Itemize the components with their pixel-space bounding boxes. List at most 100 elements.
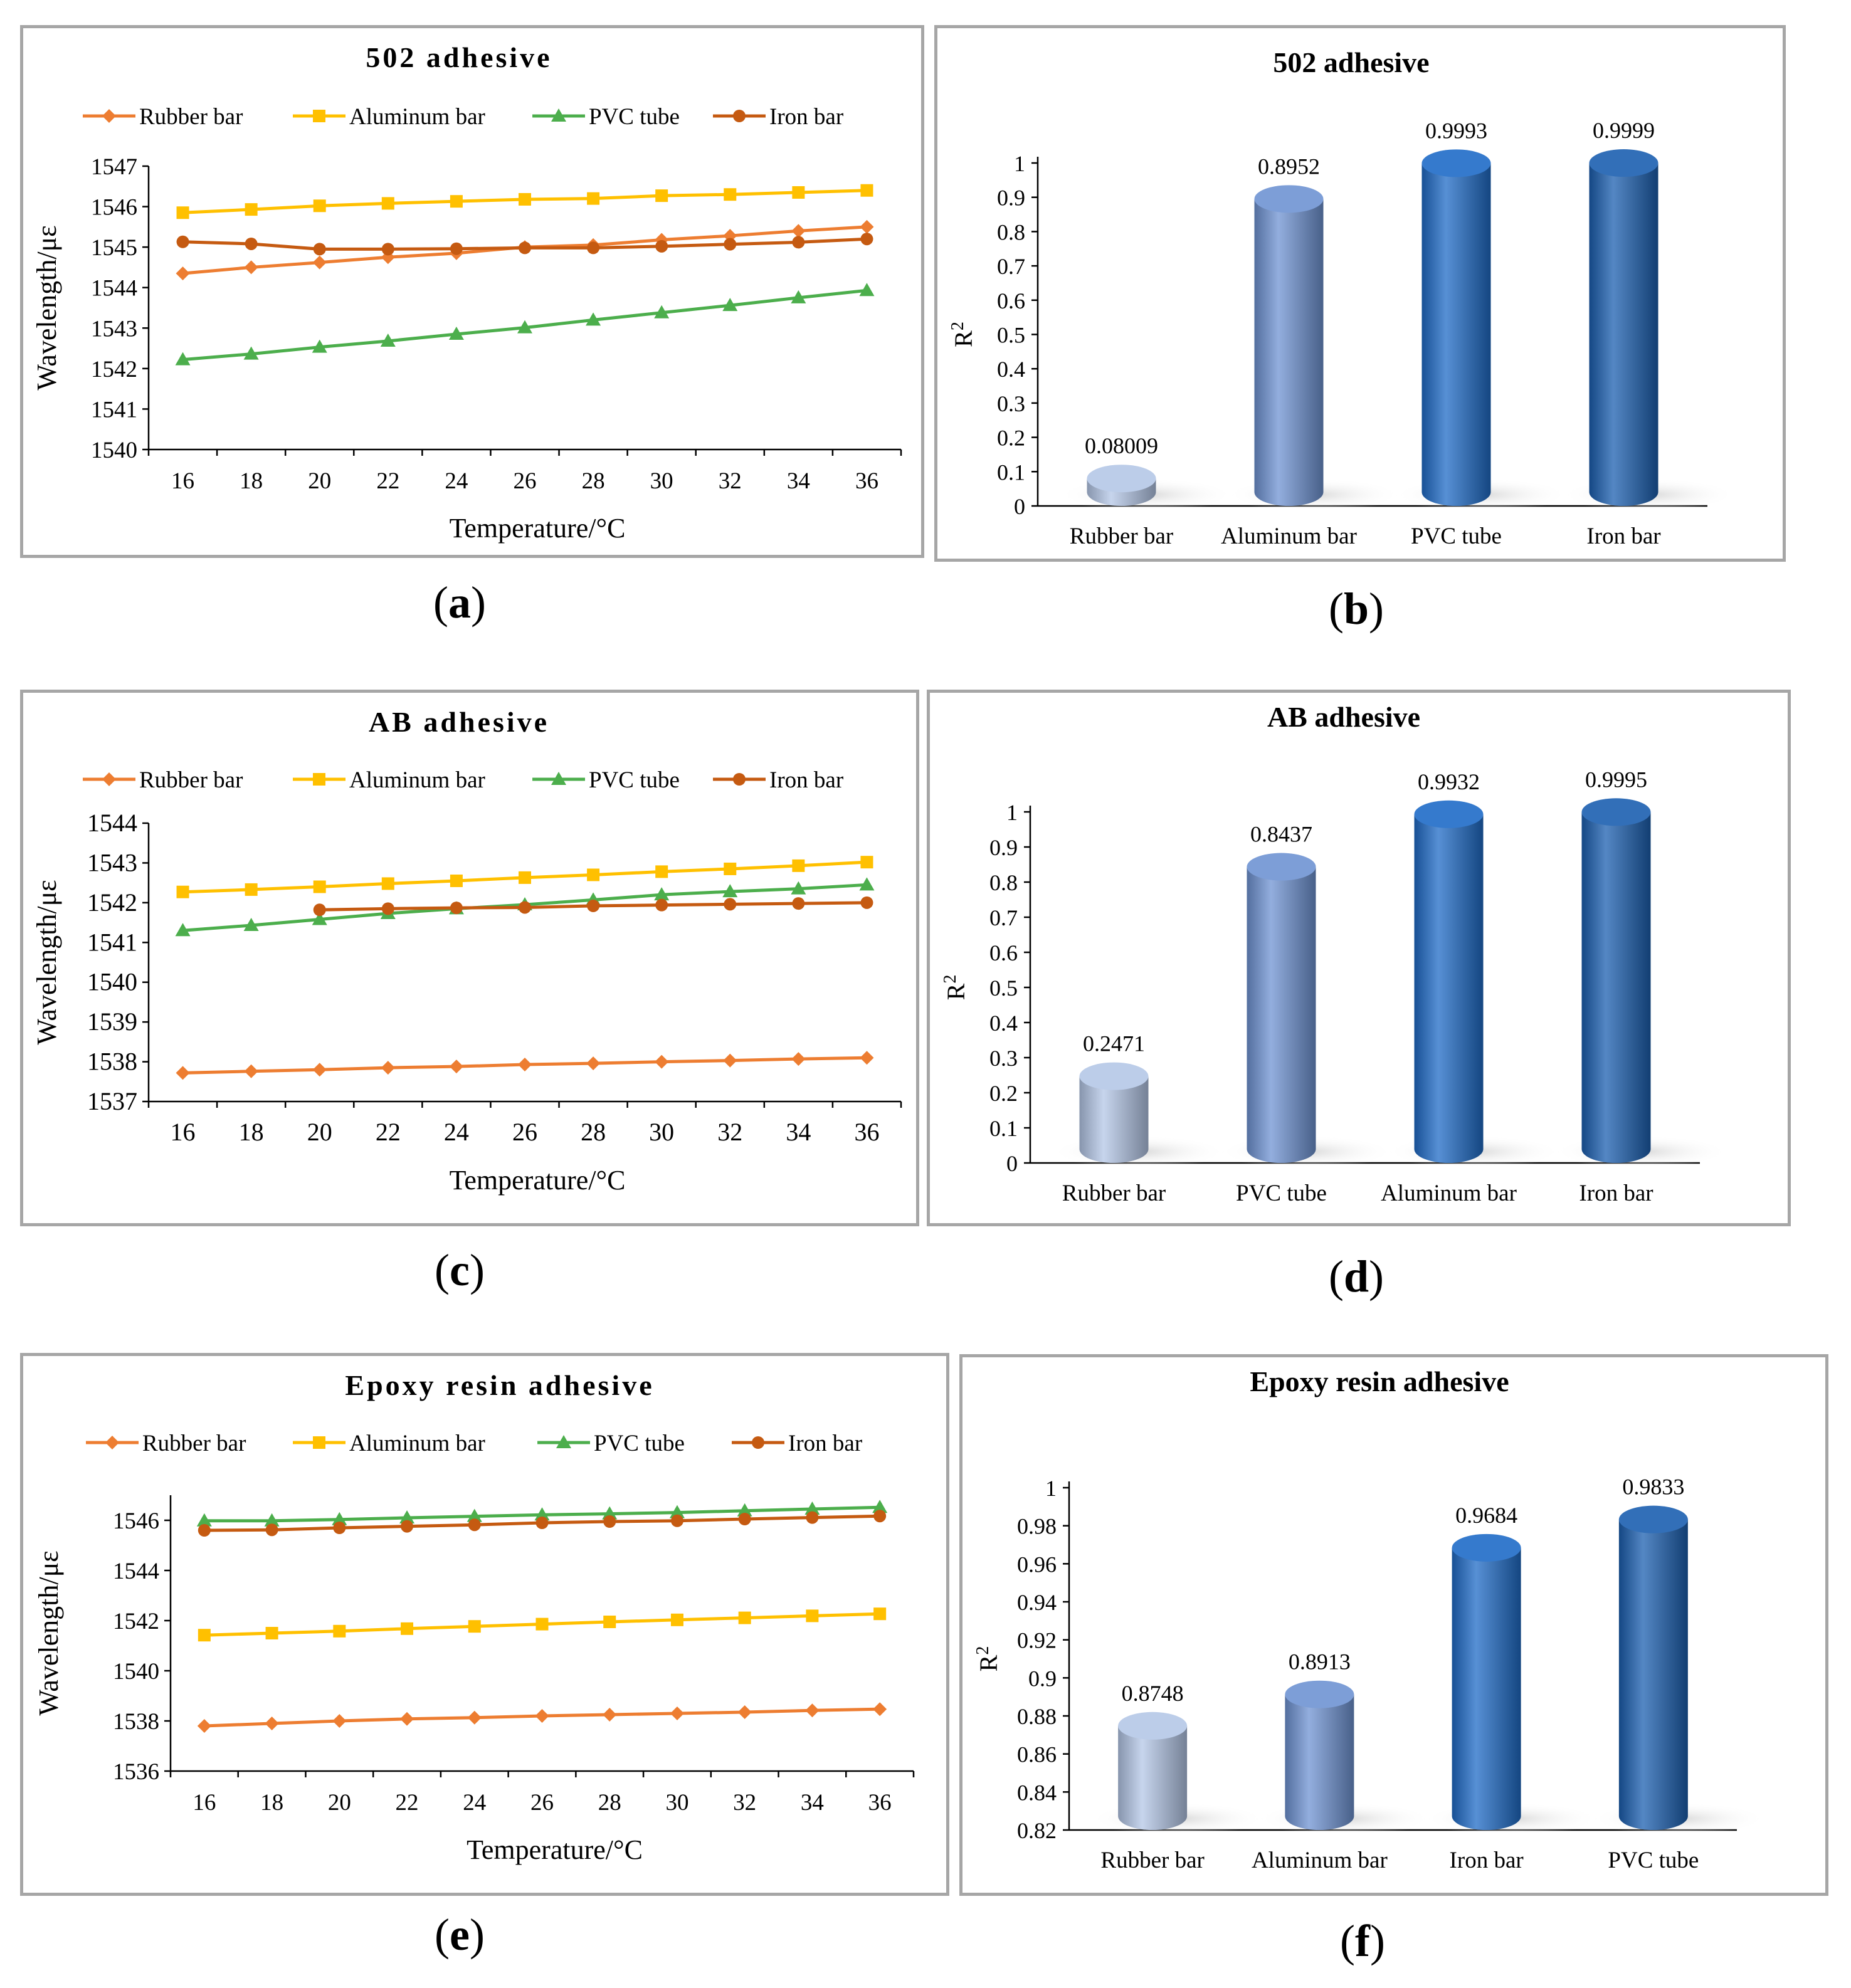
y-tick-label: 1544 (87, 809, 137, 837)
y-tick-label: 0.2 (997, 426, 1025, 451)
data-point-pvc-tube (175, 923, 191, 937)
bar-top (1414, 800, 1484, 828)
y-tick-label: 0.3 (989, 1046, 1018, 1071)
x-tick-label: 32 (733, 1790, 756, 1816)
bar-top (1285, 1680, 1354, 1708)
bar-value-label: 0.8913 (1289, 1649, 1351, 1675)
data-point-pvc-tube (243, 918, 259, 932)
x-tick-label: 26 (530, 1790, 554, 1816)
data-point-iron-bar (873, 1510, 887, 1523)
y-tick-label: 1547 (91, 154, 137, 180)
data-point-pvc-tube (654, 305, 670, 318)
data-point-pvc-tube (722, 884, 738, 898)
legend-marker-aluminum-bar (313, 773, 325, 786)
bar-top (1079, 1062, 1149, 1090)
data-point-aluminum-bar (265, 1627, 278, 1639)
caption-b: (b) (1328, 584, 1384, 634)
data-point-pvc-tube (312, 339, 327, 353)
bar-body (1247, 866, 1316, 1163)
panel-b: 502 adhesive 0 0.1 0.2 0.3 0.4 0.5 0.6 0.7 0.8 0.9… (934, 25, 1786, 562)
caption-a: (a) (433, 577, 486, 628)
x-tick-label: 24 (445, 468, 468, 494)
bar-body (1581, 812, 1651, 1164)
bar-body (1421, 163, 1491, 506)
y-tick-label: 0.6 (997, 288, 1025, 313)
chart-a-502-wavelength: 502 adhesive Rubber bar Aluminum bar PVC tu… (31, 41, 902, 544)
y-tick-label: 0.7 (997, 254, 1025, 279)
data-point-rubber-bar (400, 1712, 414, 1726)
bar-top (1087, 465, 1156, 493)
y-tick-label: 0 (1006, 1151, 1018, 1176)
chart-title: AB adhesive (1267, 701, 1420, 733)
data-point-aluminum-bar (468, 1620, 481, 1633)
data-point-rubber-bar (791, 1052, 806, 1066)
data-point-iron-bar (333, 1522, 346, 1534)
chart-e-epoxy-wavelength: Epoxy resin adhesive Rubber bar Aluminum b… (33, 1369, 915, 1865)
x-tick-label: 20 (307, 1118, 332, 1146)
y-tick-label: 0.8 (997, 219, 1025, 245)
data-point-iron-bar (860, 896, 873, 909)
legend-label-aluminum-bar: Aluminum bar (349, 104, 485, 130)
legend: Rubber bar Aluminum bar PVC tube Iron bar (86, 1431, 862, 1456)
series-iron-bar (198, 1510, 887, 1537)
x-tick-label: Iron bar (1579, 1181, 1653, 1206)
x-axis-label: Temperature/°C (450, 1165, 626, 1196)
x-tick-label: 28 (581, 1118, 606, 1146)
data-point-rubber-bar (244, 260, 258, 275)
y-tick-label: 0.98 (1017, 1514, 1057, 1539)
y-tick-label: 0.9 (1028, 1666, 1057, 1691)
bar-iron-bar (1553, 798, 1729, 1168)
y-axis-label: Wavelength/με (33, 1550, 64, 1715)
chart-title: AB adhesive (369, 706, 549, 738)
y-tick-label: 0.9 (989, 835, 1018, 860)
bar-aluminum-bar (1226, 185, 1402, 511)
data-point-iron-bar (381, 902, 394, 915)
bar-value-label: 0.8952 (1258, 154, 1320, 179)
data-point-iron-bar (535, 1517, 549, 1529)
y-tick-label: 0.1 (997, 460, 1025, 485)
y-tick-label: 0.4 (997, 357, 1025, 382)
data-point-aluminum-bar (670, 1613, 683, 1626)
bar-rubber-bar (1051, 1062, 1227, 1168)
panel-c: AB adhesive Rubber bar Aluminum bar PVC tub… (20, 690, 919, 1226)
data-point-iron-bar (265, 1523, 278, 1537)
legend-marker-aluminum-bar (313, 110, 325, 122)
data-point-pvc-tube (264, 1513, 280, 1527)
legend-marker-pvc-tube (551, 772, 566, 785)
y-tick-label: 1543 (87, 848, 137, 876)
y-tick-label: 1 (1014, 151, 1025, 176)
data-point-iron-bar (468, 1518, 481, 1532)
data-point-pvc-tube (791, 290, 806, 303)
bar-value-label: 0.9932 (1418, 769, 1480, 794)
bar-rubber-bar (1090, 1712, 1266, 1835)
data-point-pvc-tube (804, 1502, 820, 1515)
data-point-aluminum-bar (792, 859, 805, 872)
data-point-aluminum-bar (381, 197, 394, 210)
data-point-pvc-tube (669, 1505, 685, 1518)
data-point-rubber-bar (791, 224, 806, 238)
data-point-iron-bar (587, 241, 600, 255)
data-point-aluminum-bar (333, 1624, 346, 1638)
data-point-aluminum-bar (198, 1629, 211, 1642)
x-tick-label: 22 (376, 1118, 401, 1146)
x-tick-label: 18 (240, 468, 263, 494)
data-point-pvc-tube (399, 1510, 415, 1523)
bar-value-label: 0.9993 (1425, 118, 1487, 143)
bar-value-label: 0.08009 (1085, 433, 1158, 458)
bar-top (1247, 853, 1316, 881)
data-point-pvc-tube (722, 298, 738, 312)
data-point-iron-bar (603, 1515, 616, 1528)
y-axis-label: R2 (941, 975, 970, 1001)
chart-b-502-r2: 502 adhesive 0 0.1 0.2 0.3 0.4 0.5 0.6 0.7 0.8 0.9… (948, 46, 1737, 549)
data-point-rubber-bar (467, 1710, 482, 1725)
x-tick-label: 30 (650, 468, 673, 494)
x-axis-label: Temperature/°C (467, 1834, 643, 1865)
data-point-aluminum-bar (313, 199, 326, 213)
x-tick-label: Rubber bar (1070, 523, 1173, 549)
bar-top (1254, 185, 1324, 213)
data-point-iron-bar (245, 237, 258, 250)
x-tick-label: 32 (719, 468, 742, 494)
series-iron-bar (313, 896, 873, 917)
panel-e: Epoxy resin adhesive Rubber bar Aluminum b… (20, 1353, 949, 1896)
x-tick-label: Aluminum bar (1252, 1848, 1388, 1873)
